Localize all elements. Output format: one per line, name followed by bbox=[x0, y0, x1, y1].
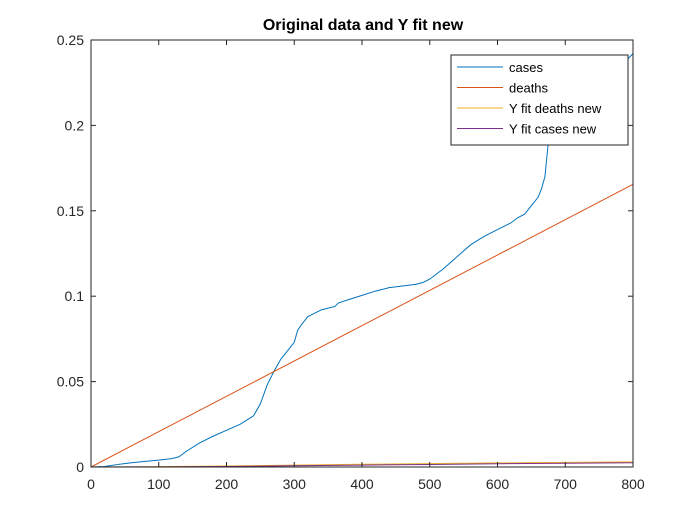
series-line-deaths bbox=[90, 183, 634, 468]
y-tick-label: 0 bbox=[76, 459, 84, 475]
y-tick-label: 0.05 bbox=[57, 374, 84, 390]
x-tick-label: 300 bbox=[283, 476, 307, 492]
x-tick-label: 0 bbox=[87, 476, 95, 492]
x-tick-label: 100 bbox=[147, 476, 171, 492]
chart-title: Original data and Y fit new bbox=[263, 17, 464, 34]
x-tick-label: 500 bbox=[418, 476, 442, 492]
legend-label: Y fit deaths new bbox=[509, 101, 602, 116]
legend: cases deaths Y fit deaths new Y fit cases n… bbox=[450, 54, 629, 146]
y-tick-label: 0.1 bbox=[65, 288, 85, 304]
y-tick-label: 0.15 bbox=[57, 203, 84, 219]
axes: 0 100 200 300 400 500 600 700 800 0 0.05 0.1 0.15 0.2… bbox=[57, 32, 645, 492]
x-tick-label: 400 bbox=[350, 476, 374, 492]
legend-label: deaths bbox=[509, 81, 549, 96]
x-tick-label: 700 bbox=[554, 476, 578, 492]
series-line-cases bbox=[90, 53, 634, 468]
legend-label: Y fit cases new bbox=[509, 122, 597, 137]
x-tick-label: 800 bbox=[621, 476, 645, 492]
x-tick-label: 200 bbox=[215, 476, 239, 492]
x-tick-label: 600 bbox=[486, 476, 510, 492]
legend-label: cases bbox=[509, 60, 543, 75]
y-tick-label: 0.25 bbox=[57, 32, 84, 48]
legend-box bbox=[450, 54, 629, 146]
y-tick-label: 0.2 bbox=[65, 117, 85, 133]
